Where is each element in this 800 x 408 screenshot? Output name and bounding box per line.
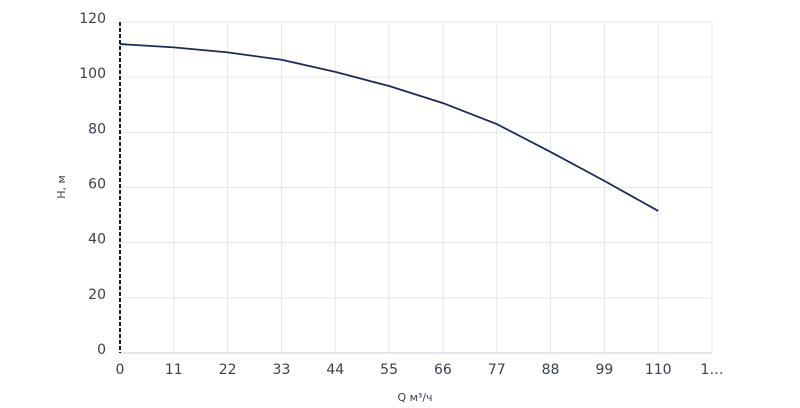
x-tick-label: 77 <box>488 362 506 378</box>
y-tick-label: 40 <box>88 232 106 248</box>
y-tick-label: 80 <box>88 121 106 137</box>
y-axis-label: H, м <box>55 175 68 199</box>
x-tick-label: 1… <box>701 362 724 378</box>
x-tick-label: 88 <box>542 362 560 378</box>
x-tick-label: 11 <box>165 362 183 378</box>
x-tick-label: 33 <box>273 362 291 378</box>
x-tick-label: 22 <box>219 362 237 378</box>
x-tick-label: 55 <box>380 362 398 378</box>
x-tick-label: 99 <box>595 362 613 378</box>
x-tick-label: 0 <box>116 362 125 378</box>
y-tick-label: 120 <box>79 11 106 27</box>
x-tick-label: 110 <box>645 362 672 378</box>
y-tick-label: 20 <box>88 287 106 303</box>
x-tick-label: 44 <box>326 362 344 378</box>
y-tick-label: 60 <box>88 177 106 193</box>
x-axis-label: Q м³/ч <box>397 391 432 404</box>
y-tick-label: 0 <box>97 342 106 358</box>
y-tick-label: 100 <box>79 66 106 82</box>
x-tick-label: 66 <box>434 362 452 378</box>
line-series <box>119 43 659 212</box>
